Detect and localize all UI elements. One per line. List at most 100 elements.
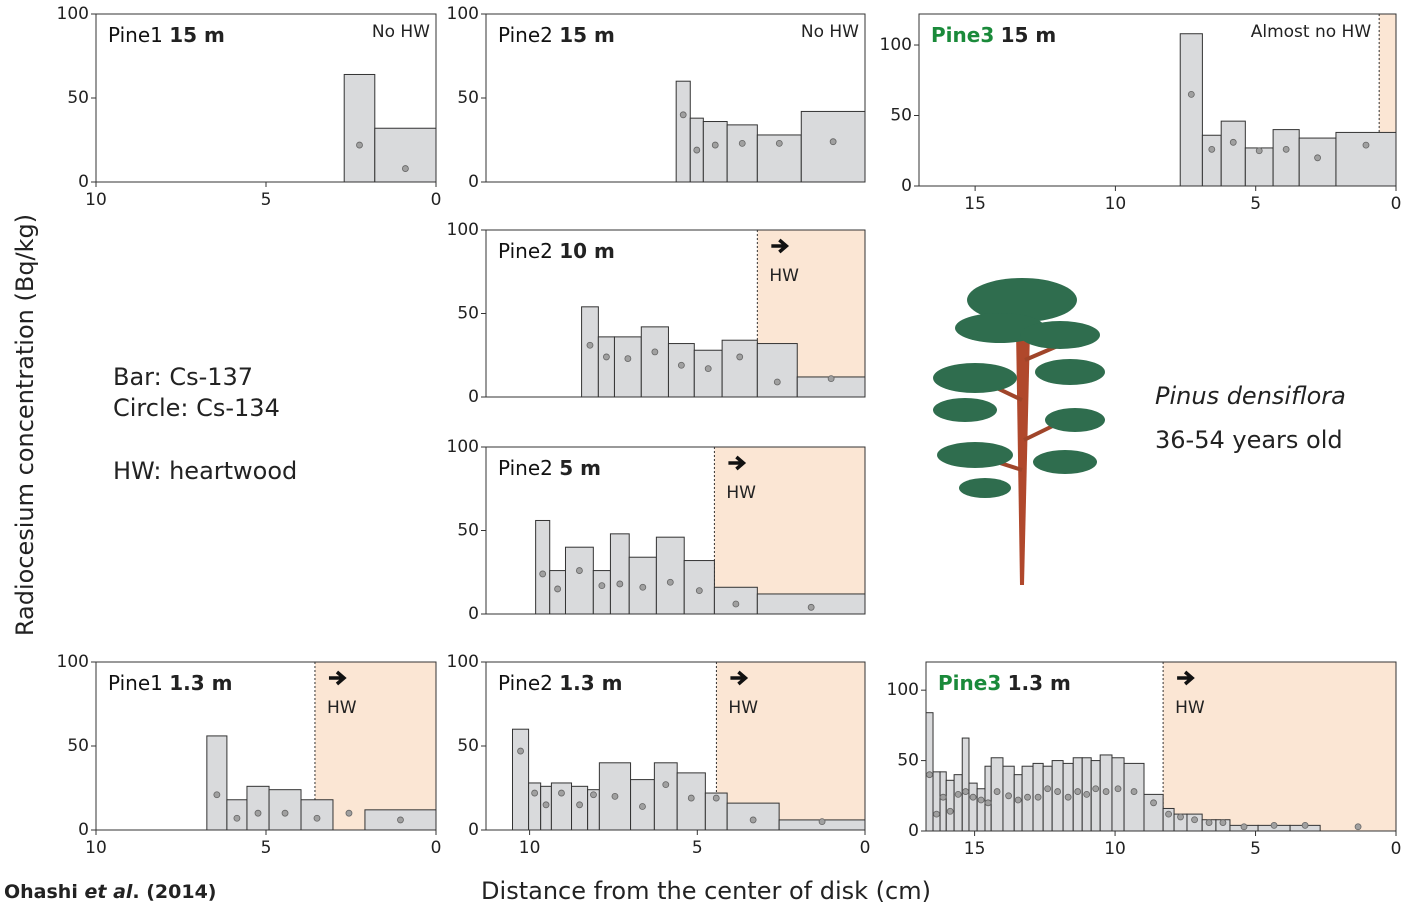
height: 15 m (559, 23, 615, 47)
dot (357, 142, 363, 148)
dot (1188, 91, 1194, 97)
x-tick-label: 10 (1104, 839, 1126, 859)
y-tick-label: 100 (57, 4, 89, 24)
x-tick-label: 10 (85, 190, 107, 210)
age: 36-54 years old (1155, 426, 1343, 454)
tree-name: Pine3 (938, 671, 1001, 695)
annotation: HW (327, 698, 357, 718)
dot (1302, 822, 1308, 828)
dot (603, 354, 609, 360)
dot (640, 584, 646, 590)
dot (540, 571, 546, 577)
dot (750, 817, 756, 823)
dot (947, 808, 953, 814)
bar (565, 547, 593, 614)
y-tick-label: 100 (57, 652, 89, 672)
bar (757, 344, 797, 397)
bar (593, 571, 610, 614)
tree-name: Pine1 (108, 23, 163, 47)
dot (1055, 789, 1061, 795)
dot (234, 815, 240, 821)
dot (1006, 793, 1012, 799)
dot (774, 379, 780, 385)
legend-text: Circle: Cs-134 (113, 394, 280, 422)
y-tick-label: 100 (880, 35, 912, 55)
bar (1043, 766, 1052, 831)
heartwood-region (1163, 662, 1396, 831)
dot (737, 354, 743, 360)
bar (933, 772, 940, 831)
dot (927, 772, 933, 778)
dot (1065, 794, 1071, 800)
annotation: HW (728, 698, 758, 718)
height: 1.3 m (169, 671, 232, 695)
dot (1093, 786, 1099, 792)
citation-etal: et al (84, 881, 132, 903)
panel-title: Pine2 5 m (498, 456, 601, 480)
dot (696, 588, 702, 594)
x-tick-label: 10 (519, 838, 541, 858)
dot (934, 811, 940, 817)
dot (314, 815, 320, 821)
panel-title: Pine3 1.3 m (938, 671, 1071, 695)
dot (1363, 142, 1369, 148)
x-tick-label: 0 (1391, 194, 1402, 214)
bar (1202, 135, 1221, 186)
dot (558, 790, 564, 796)
height: 1.3 m (1008, 671, 1071, 695)
bar (641, 327, 668, 397)
annotation: No HW (801, 22, 859, 42)
dot (555, 586, 561, 592)
y-tick-label: 0 (468, 387, 479, 407)
x-tick-label: 10 (85, 838, 107, 858)
y-axis-label: Radiocesium concentration (Bq/kg) (11, 214, 39, 636)
bar (375, 128, 436, 182)
dot (1241, 824, 1247, 830)
height: 10 m (559, 239, 615, 263)
dot (705, 366, 711, 372)
x-tick-label: 15 (964, 839, 986, 859)
bar (801, 111, 865, 182)
x-tick-label: 0 (431, 838, 442, 858)
dot (1131, 789, 1137, 795)
dot (733, 601, 739, 607)
dot (590, 792, 596, 798)
bar (598, 337, 614, 397)
bar (722, 340, 757, 397)
bar (703, 122, 727, 182)
panel-title: Pine2 15 m (498, 23, 615, 47)
bar (1052, 761, 1063, 831)
dot (713, 795, 719, 801)
bar (969, 783, 977, 831)
height: 15 m (169, 23, 225, 47)
dot (1206, 820, 1212, 826)
species: Pinus densiflora (1155, 382, 1346, 410)
figure: Radiocesium concentration (Bq/kg) Distan… (0, 0, 1421, 910)
panel-title: Pine1 15 m (108, 23, 225, 47)
x-tick-label: 5 (1250, 839, 1261, 859)
x-tick-label: 15 (964, 194, 986, 214)
y-tick-label: 0 (908, 821, 919, 841)
x-tick-label: 5 (261, 838, 272, 858)
panel: 050100151050Pine3 15 mAlmost no HW (880, 14, 1402, 214)
bar (344, 74, 375, 182)
dot (712, 142, 718, 148)
dot (663, 782, 669, 788)
tree-name: Pine3 (931, 23, 994, 47)
dot (978, 797, 984, 803)
dot (577, 802, 583, 808)
bar (946, 780, 954, 831)
bar (654, 763, 677, 830)
dot (1115, 786, 1121, 792)
dot (985, 800, 991, 806)
bar (1336, 132, 1396, 186)
x-tick-label: 10 (1105, 194, 1127, 214)
citation: Ohashi et al. (2014) (4, 881, 217, 903)
dot (1256, 148, 1262, 154)
dot (612, 793, 618, 799)
dot (1025, 794, 1031, 800)
dot (652, 349, 658, 355)
